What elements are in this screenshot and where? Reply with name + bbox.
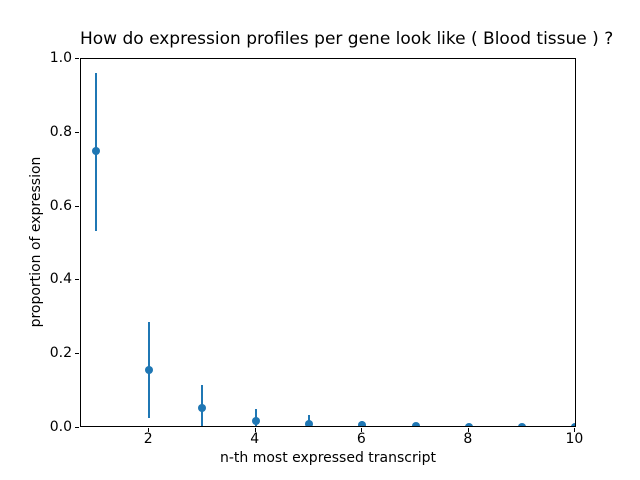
x-tick-mark xyxy=(467,428,469,432)
y-tick-mark xyxy=(75,353,79,355)
data-point xyxy=(464,422,473,426)
x-tick-mark xyxy=(148,428,150,432)
y-tick-label: 0.0 xyxy=(49,419,72,435)
x-tick-label: 6 xyxy=(356,431,366,447)
y-tick-mark xyxy=(75,58,79,59)
plot-area xyxy=(80,58,576,427)
x-tick-label: 8 xyxy=(463,431,473,447)
y-tick-mark xyxy=(75,131,79,133)
chart-title: How do expression profiles per gene look… xyxy=(80,29,614,49)
y-tick-label: 0.4 xyxy=(49,271,72,288)
data-point xyxy=(358,421,367,426)
data-point xyxy=(198,404,207,413)
x-axis-label: n-th most expressed transcript xyxy=(219,450,437,466)
y-tick-mark xyxy=(75,279,79,281)
y-tick-label: 0.2 xyxy=(49,345,72,362)
data-point xyxy=(305,419,314,426)
y-axis-label: proportion of expression xyxy=(28,156,44,328)
x-tick-label: 10 xyxy=(565,431,584,447)
x-tick-label: 4 xyxy=(250,431,260,447)
y-tick-mark xyxy=(75,427,79,428)
data-point xyxy=(518,422,527,426)
y-tick-label: 0.8 xyxy=(49,123,72,140)
data-point xyxy=(251,417,260,426)
x-tick-label: 2 xyxy=(143,431,153,447)
x-tick-mark xyxy=(574,428,576,432)
data-point xyxy=(411,421,420,426)
y-tick-label: 1.0 xyxy=(49,50,72,66)
y-tick-mark xyxy=(75,205,79,207)
data-layer xyxy=(81,59,575,426)
x-tick-mark xyxy=(254,428,256,432)
x-tick-mark xyxy=(361,428,363,432)
data-point xyxy=(91,147,100,156)
data-point xyxy=(571,423,575,426)
y-tick-label: 0.6 xyxy=(49,197,72,214)
data-point xyxy=(145,366,154,375)
